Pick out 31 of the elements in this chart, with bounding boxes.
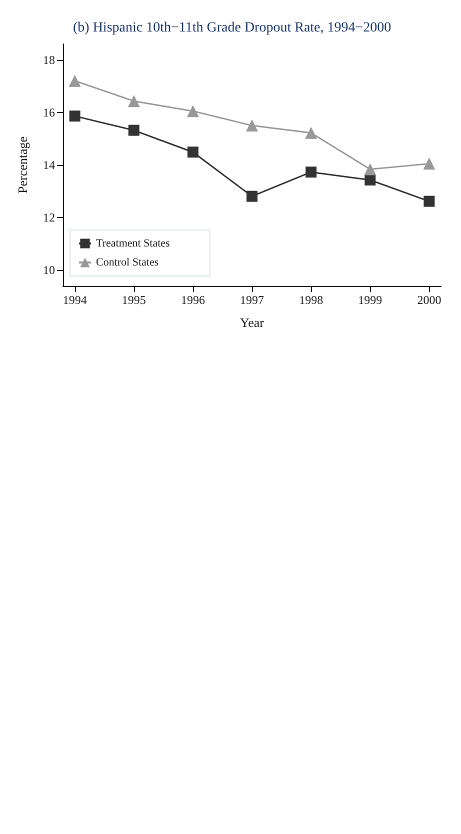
point <box>306 166 317 178</box>
point <box>364 174 376 186</box>
x-tick-label: 1995 <box>122 293 146 307</box>
point <box>186 105 199 118</box>
point <box>424 196 435 207</box>
point <box>128 124 140 136</box>
point <box>128 95 140 108</box>
point <box>423 158 436 170</box>
x-tick-label: 1996 <box>180 293 205 307</box>
y-tick-label: 10 <box>43 263 55 278</box>
point <box>246 120 258 132</box>
y-tick-label: 14 <box>43 158 55 172</box>
point <box>69 110 80 122</box>
chart-title: (b) Hispanic 10th−11th Grade Dropout Rate, 1994−2000 <box>73 20 392 36</box>
point <box>305 126 318 139</box>
point <box>246 190 258 202</box>
y-axis-title: Percentage <box>15 136 30 194</box>
x-tick-label: 1999 <box>358 293 382 307</box>
legend-label: Treatment States <box>96 238 170 250</box>
x-tick-label: 1998 <box>299 293 324 307</box>
x-tick-label: 1997 <box>240 293 264 307</box>
x-axis-title: Year <box>240 315 265 330</box>
y-tick-label: 18 <box>43 52 55 67</box>
x-tick-label: 2000 <box>417 293 442 307</box>
point <box>364 163 376 176</box>
x-tick-label: 1994 <box>62 293 87 307</box>
y-tick-label: 16 <box>43 105 55 120</box>
legend-label: Control States <box>96 256 159 268</box>
point <box>187 146 198 158</box>
point <box>68 74 81 87</box>
y-tick-label: 12 <box>43 210 55 225</box>
